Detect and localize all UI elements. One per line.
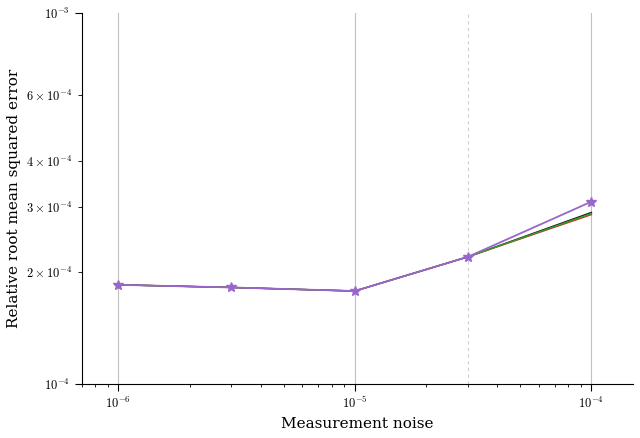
Y-axis label: Relative root mean squared error: Relative root mean squared error [7, 69, 21, 328]
X-axis label: Measurement noise: Measurement noise [281, 417, 434, 431]
